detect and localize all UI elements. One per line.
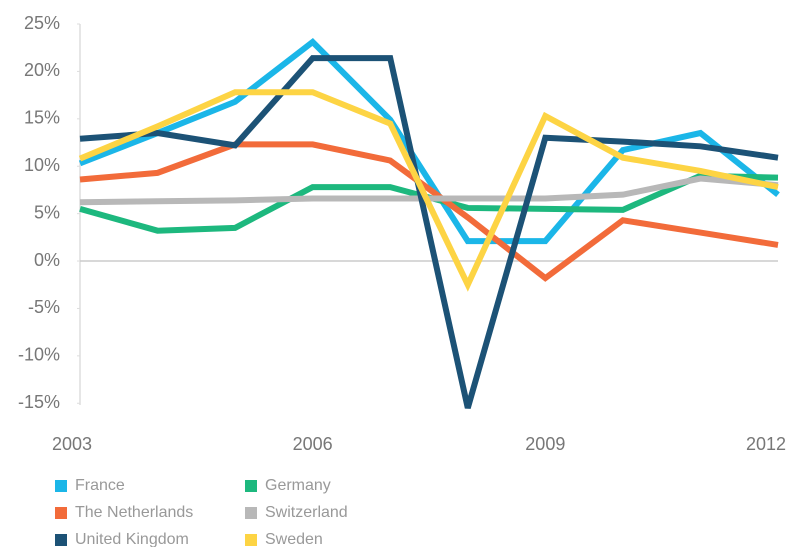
- legend-swatch: [245, 480, 257, 492]
- y-tick-label: 25%: [24, 13, 60, 33]
- legend-label: Germany: [265, 477, 331, 494]
- x-tick-label: 2012: [746, 434, 786, 454]
- series-line: [78, 89, 779, 292]
- y-tick-label: -5%: [28, 297, 60, 317]
- y-tick-label: 10%: [24, 155, 60, 175]
- series-line: [79, 55, 779, 409]
- legend-label: Switzerland: [265, 504, 348, 521]
- x-tick-label: 2003: [52, 434, 92, 454]
- legend-label: United Kingdom: [75, 531, 189, 547]
- y-tick-label: 0%: [34, 250, 60, 270]
- legend-label: Sweden: [265, 531, 323, 547]
- legend-swatch: [55, 507, 67, 519]
- x-tick-label: 2009: [525, 434, 565, 454]
- series-line: [79, 141, 779, 282]
- legend-label: France: [75, 477, 125, 494]
- y-tick-label: 15%: [24, 108, 60, 128]
- x-tick-label: 2006: [293, 434, 333, 454]
- legend-swatch: [245, 534, 257, 546]
- y-tick-label: -10%: [18, 345, 60, 365]
- series-line: [78, 38, 780, 245]
- legend-swatch: [55, 480, 67, 492]
- y-tick-label: 20%: [24, 60, 60, 80]
- y-tick-label: 5%: [34, 202, 60, 222]
- y-tick-label: -15%: [18, 392, 60, 412]
- legend-swatch: [245, 507, 257, 519]
- legend-label: The Netherlands: [75, 504, 193, 521]
- legend-swatch: [55, 534, 67, 546]
